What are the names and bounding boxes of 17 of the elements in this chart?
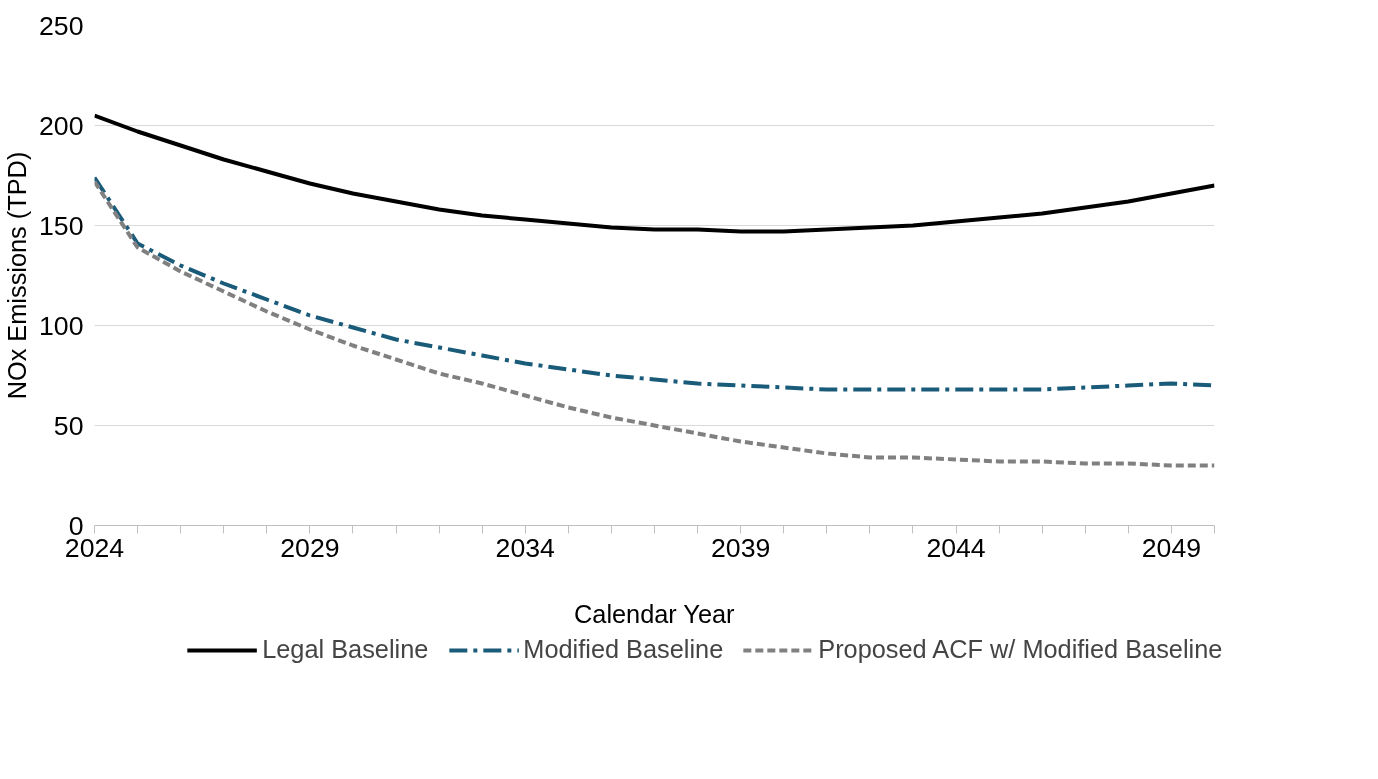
- y-tick-label: 250: [39, 10, 84, 41]
- y-tick-label: 150: [39, 210, 84, 241]
- line-series: [94, 113, 1215, 234]
- x-axis-title: Calendar Year: [574, 599, 736, 628]
- y-tick-label: 50: [53, 410, 84, 441]
- x-tick-label: 2029: [280, 532, 340, 563]
- x-tick-label: 2039: [711, 532, 771, 563]
- x-tick-label: 2034: [495, 532, 556, 563]
- x-tick-label: 2044: [926, 532, 986, 563]
- line-series: [94, 179, 1215, 468]
- y-tick-label: 200: [39, 110, 84, 141]
- legend-label: Modified Baseline: [523, 635, 724, 664]
- y-tick-label: 100: [39, 310, 84, 341]
- y-axis-title: NOx Emissions (TPD): [3, 151, 32, 400]
- legend-label: Legal Baseline: [262, 635, 429, 664]
- legend-label: Proposed ACF w/ Modified Baseline: [818, 635, 1223, 664]
- x-tick-label: 2049: [1141, 532, 1202, 563]
